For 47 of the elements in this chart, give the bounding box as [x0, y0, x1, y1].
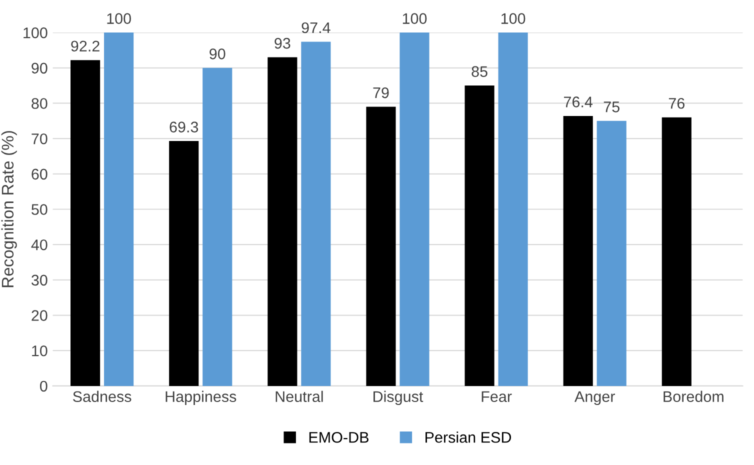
data-label: 100	[402, 13, 427, 24]
x-tick-label: Boredom	[664, 390, 724, 402]
y-tick-label: 0	[40, 380, 48, 392]
y-tick-label: 70	[32, 133, 48, 144]
data-label: 76	[668, 98, 684, 109]
bar	[366, 106, 396, 386]
x-tick-label: Neutral	[276, 390, 323, 402]
data-label: 69.3	[170, 122, 198, 132]
x-tick-label: Sadness	[73, 390, 132, 402]
y-tick-label: 40	[31, 239, 48, 250]
bar	[202, 68, 232, 386]
x-tick-label: Disgust	[374, 390, 424, 406]
bar	[464, 86, 494, 386]
bar	[70, 60, 100, 386]
y-tick-label: 30	[32, 274, 48, 286]
x-tick-label: Fear	[482, 391, 512, 402]
y-tick-label: 50	[32, 204, 48, 215]
data-label: 79	[373, 87, 389, 98]
bar	[268, 57, 298, 386]
bar	[596, 120, 626, 386]
data-label: 100	[501, 13, 526, 24]
bar	[169, 141, 199, 386]
legend-label: EMO-DB	[309, 432, 368, 443]
y-axis-title: Recognition Rate (%)	[1, 131, 17, 288]
bar	[662, 117, 692, 386]
bar	[400, 32, 430, 386]
data-label: 75	[604, 102, 620, 112]
y-tick-label: 10	[32, 345, 48, 356]
bar	[563, 116, 593, 386]
bar	[301, 42, 331, 386]
y-tick-label: 60	[32, 168, 48, 180]
x-tick-label: Anger	[574, 391, 615, 406]
bar	[498, 32, 528, 386]
y-tick-label: 90	[32, 62, 48, 74]
bar	[104, 32, 134, 386]
data-label: 76.4	[564, 96, 593, 108]
data-label: 93	[274, 38, 290, 49]
data-label: 92.2	[71, 40, 100, 52]
data-label: 97.4	[302, 22, 330, 34]
x-tick-label: Happiness	[166, 390, 236, 406]
data-label: 85	[472, 66, 488, 77]
y-tick-label: 80	[32, 98, 48, 109]
y-tick-label: 100	[24, 27, 48, 38]
data-label: 100	[107, 13, 131, 24]
y-tick-label: 20	[32, 310, 48, 321]
legend-label: Persian ESD	[426, 432, 512, 443]
data-label: 90	[210, 48, 226, 60]
